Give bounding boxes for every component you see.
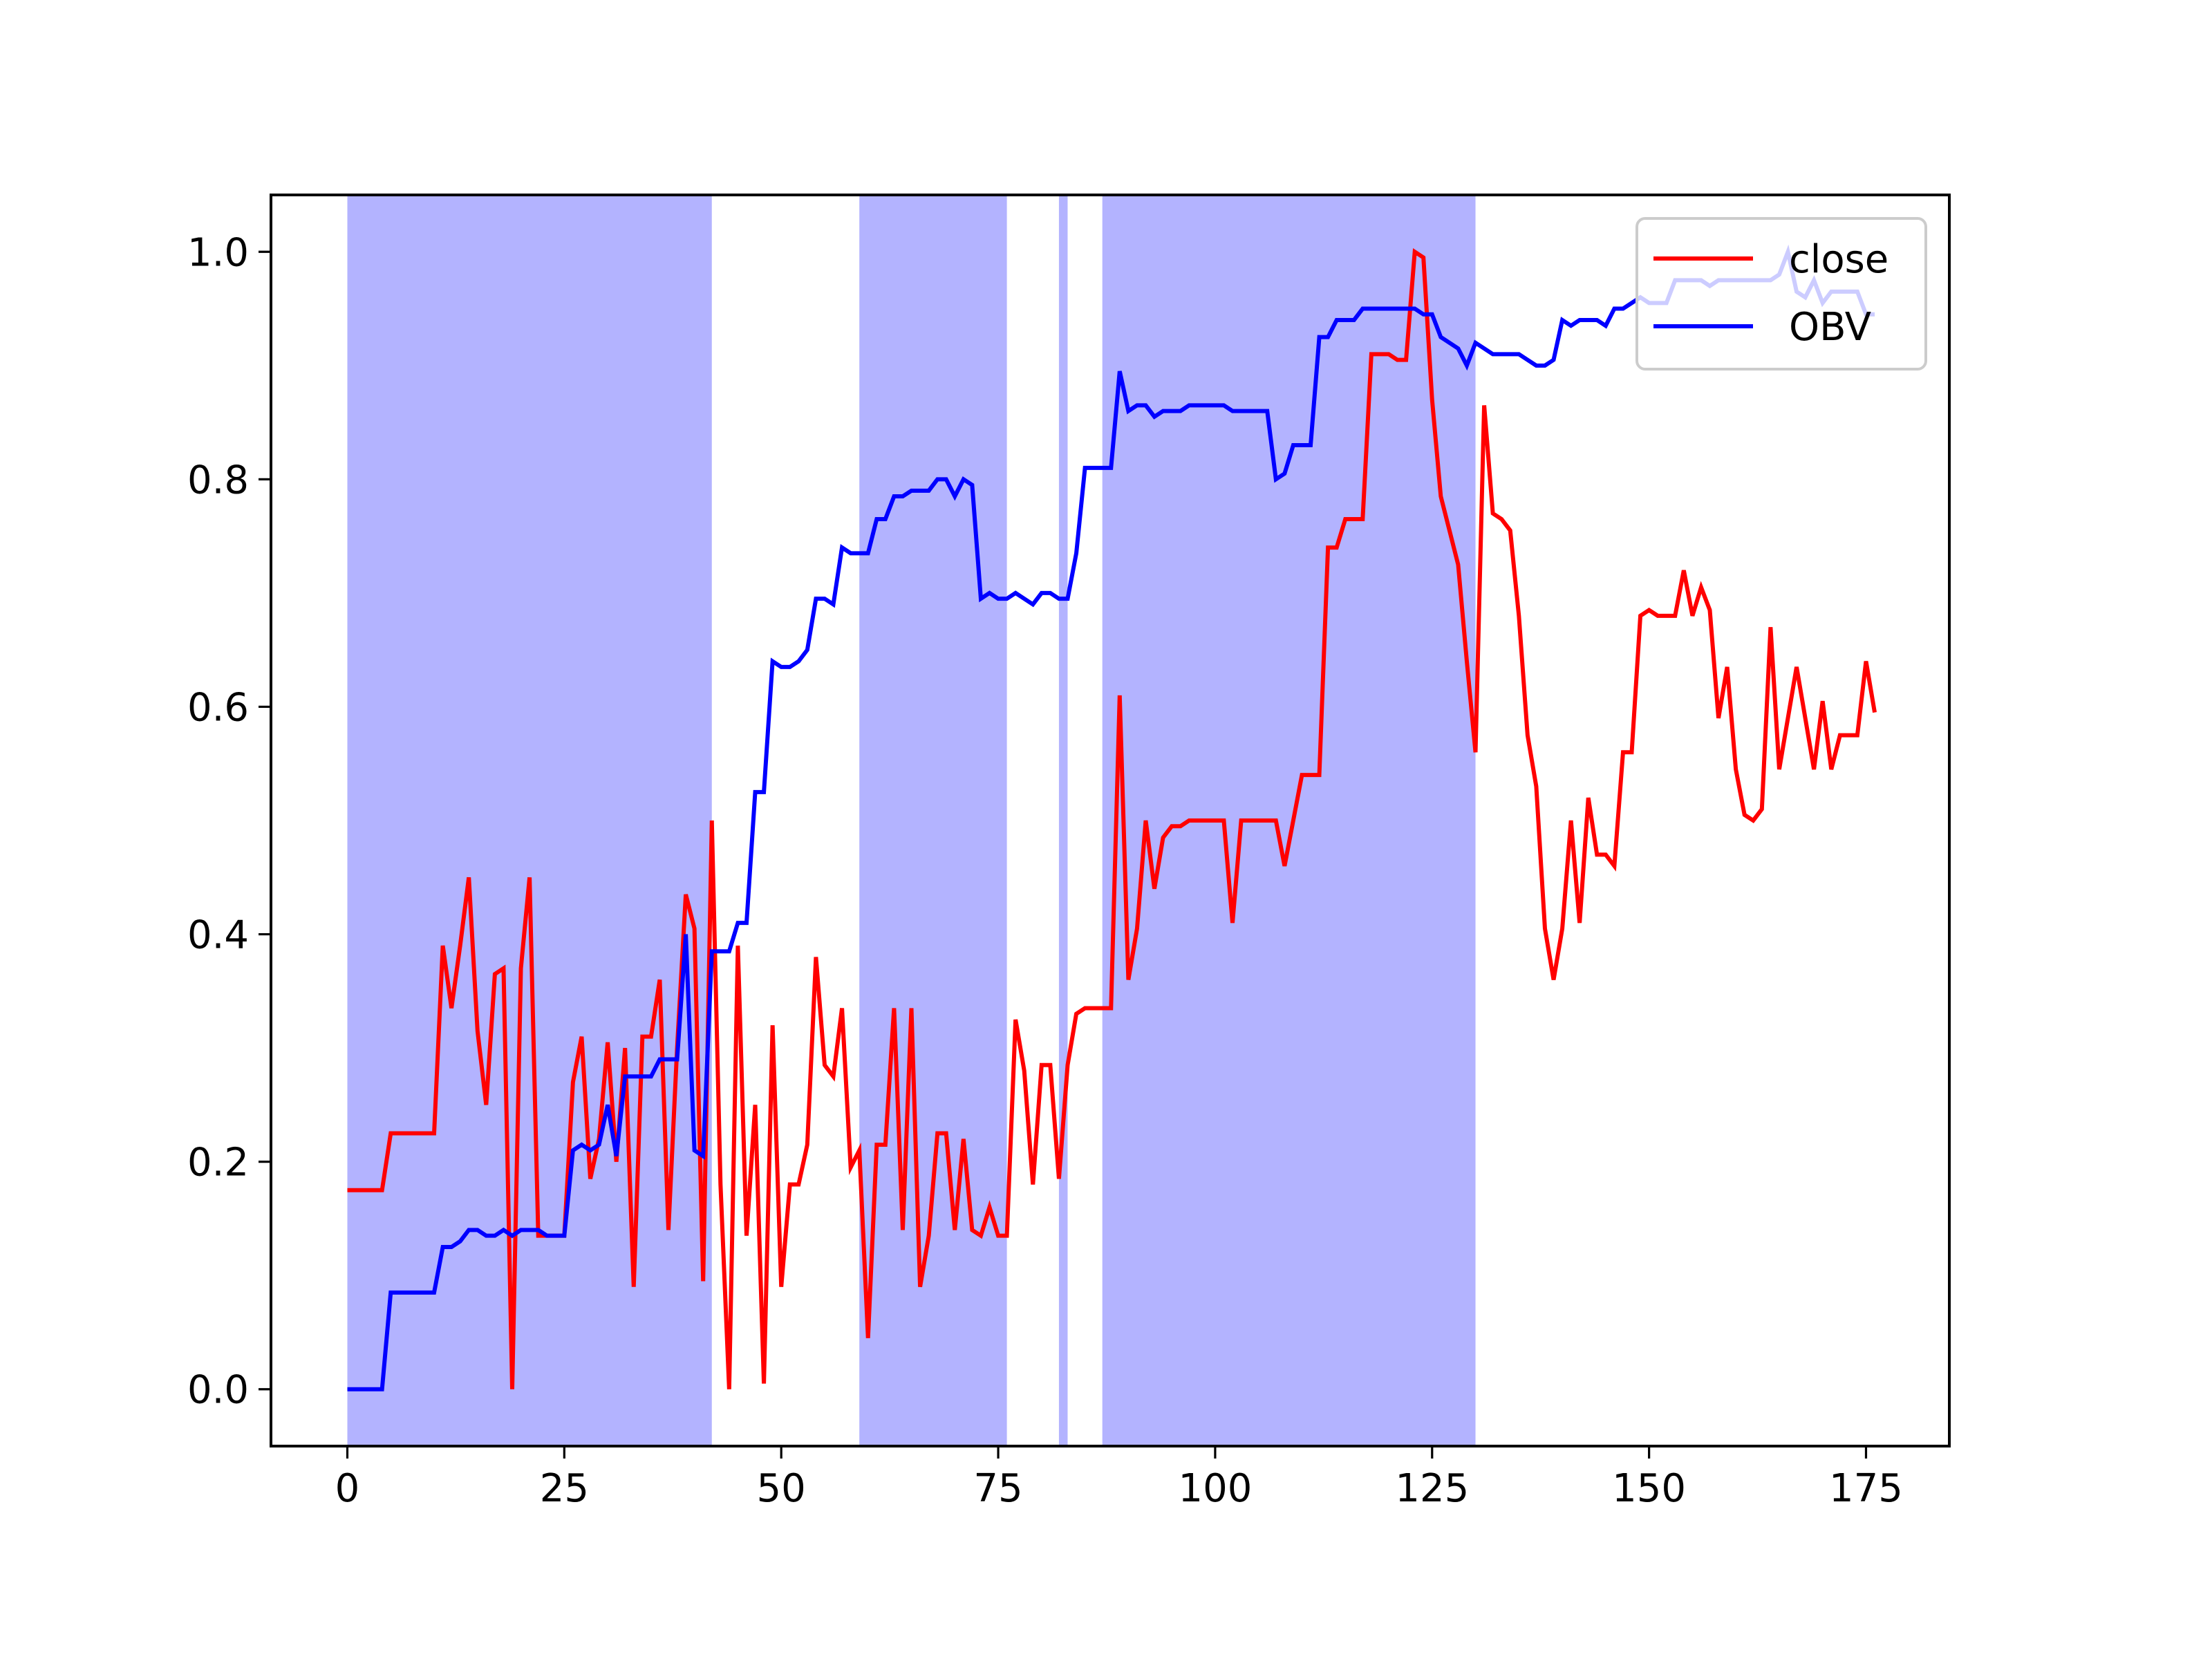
x-tick-label: 175 [1829, 1466, 1903, 1511]
legend-label: OBV [1789, 305, 1871, 350]
y-tick-label: 0.4 [187, 913, 249, 958]
y-tick-label: 0.0 [187, 1368, 249, 1413]
shaded-region [1102, 195, 1476, 1446]
shaded-region [1058, 195, 1068, 1446]
y-tick-label: 0.6 [187, 685, 249, 730]
x-tick-label: 50 [757, 1466, 806, 1511]
series-line [347, 247, 1877, 1389]
legend-label: close [1789, 237, 1888, 282]
shaded-region [859, 195, 1007, 1446]
x-tick-label: 75 [973, 1466, 1022, 1511]
x-tick-label: 150 [1612, 1466, 1686, 1511]
x-tick-label: 100 [1178, 1466, 1252, 1511]
shaded-region [347, 195, 712, 1446]
x-tick-label: 0 [335, 1466, 360, 1511]
y-tick-label: 1.0 [187, 230, 249, 275]
legend-box [1635, 217, 1927, 371]
x-tick-label: 25 [540, 1466, 589, 1511]
legend: close OBV [1635, 217, 1927, 371]
series-line [347, 244, 1875, 1391]
axes-frame [270, 194, 1951, 1447]
y-tick-label: 0.2 [187, 1141, 249, 1185]
x-tick-label: 125 [1395, 1466, 1469, 1511]
y-tick-label: 0.8 [187, 458, 249, 503]
